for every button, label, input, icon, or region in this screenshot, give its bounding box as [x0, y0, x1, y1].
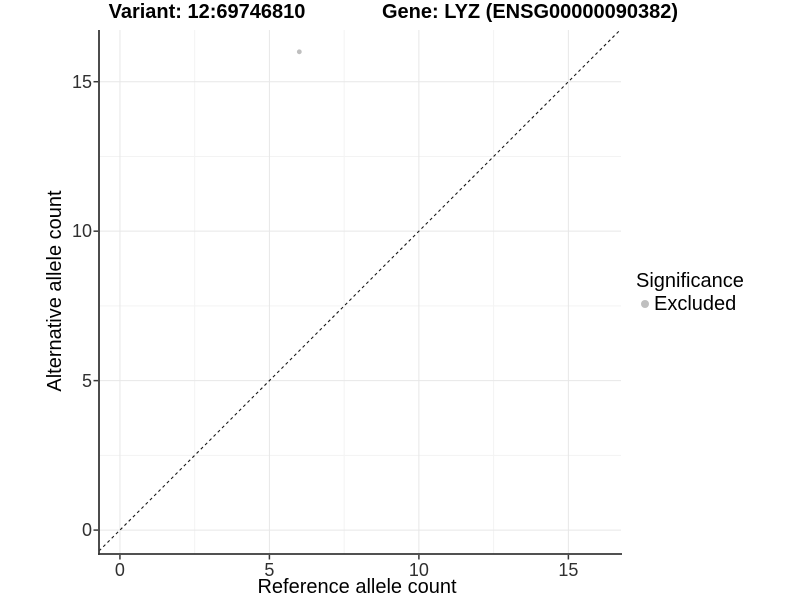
legend-item-excluded: Excluded — [636, 293, 744, 315]
identity-line — [98, 29, 621, 552]
x-tick-label: 5 — [264, 560, 275, 580]
y-tick-label: 10 — [71, 221, 92, 242]
legend: Significance Excluded — [636, 270, 744, 315]
x-tick-label: 0 — [114, 560, 125, 580]
legend-point-icon — [641, 300, 649, 308]
plot-title-gene: Gene: LYZ (ENSG00000090382) — [381, 1, 679, 23]
plot-title-variant: Variant: 12:69746810 — [108, 1, 306, 23]
x-axis-label: Reference allele count — [257, 576, 457, 598]
y-tick-label: 0 — [81, 520, 92, 541]
legend-title: Significance — [636, 270, 744, 292]
y-axis-label: Alternative allele count — [44, 190, 66, 392]
data-point — [296, 49, 302, 55]
y-tick-label: 15 — [71, 71, 92, 92]
y-tick-label: 5 — [81, 370, 92, 391]
x-tick-label: 10 — [408, 560, 429, 580]
legend-item-label: Excluded — [654, 293, 737, 315]
x-tick-label: 15 — [558, 560, 579, 580]
